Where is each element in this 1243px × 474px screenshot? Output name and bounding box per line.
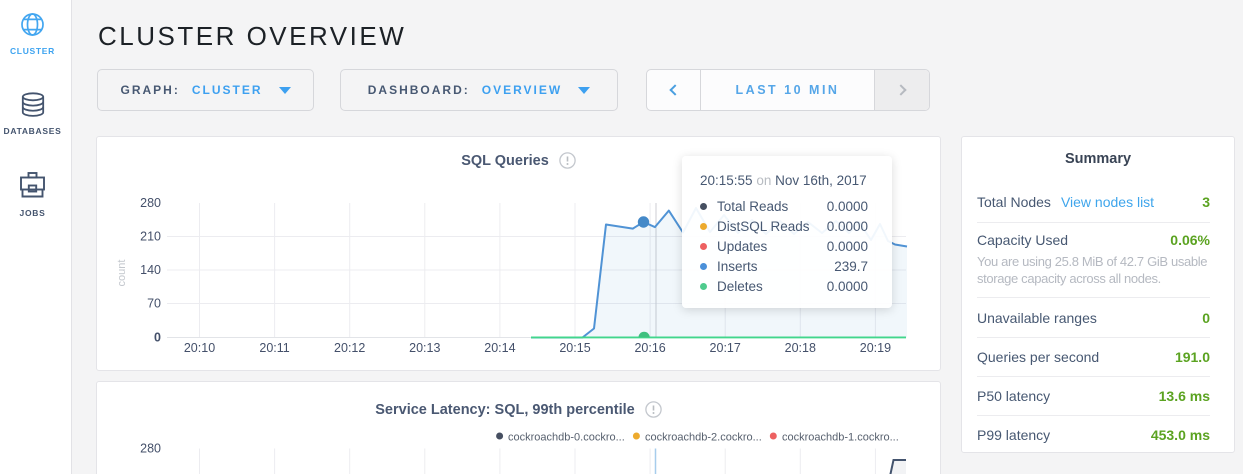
svg-text:20:19: 20:19 [860,341,891,355]
svg-text:20:17: 20:17 [710,341,741,355]
svg-text:20:18: 20:18 [785,341,816,355]
svg-text:20:14: 20:14 [484,341,515,355]
svg-text:0: 0 [154,331,161,345]
svg-text:20:13: 20:13 [409,341,440,355]
svg-text:70: 70 [147,297,161,311]
svg-text:20:16: 20:16 [634,341,665,355]
svg-text:cockroachdb-2.cockro...: cockroachdb-2.cockro... [645,432,762,444]
svg-text:20:11: 20:11 [259,341,289,355]
svg-text:140: 140 [140,263,161,277]
svg-text:20:12: 20:12 [334,341,365,355]
svg-text:cockroachdb-0.cockro...: cockroachdb-0.cockro... [508,432,625,444]
svg-text:210: 210 [140,230,161,244]
svg-text:cockroachdb-1.cockro...: cockroachdb-1.cockro... [782,432,899,444]
svg-text:280: 280 [140,196,161,210]
svg-text:280: 280 [140,442,161,456]
svg-text:20:10: 20:10 [184,341,215,355]
svg-text:20:15: 20:15 [559,341,590,355]
svg-text:count: count [116,260,128,287]
